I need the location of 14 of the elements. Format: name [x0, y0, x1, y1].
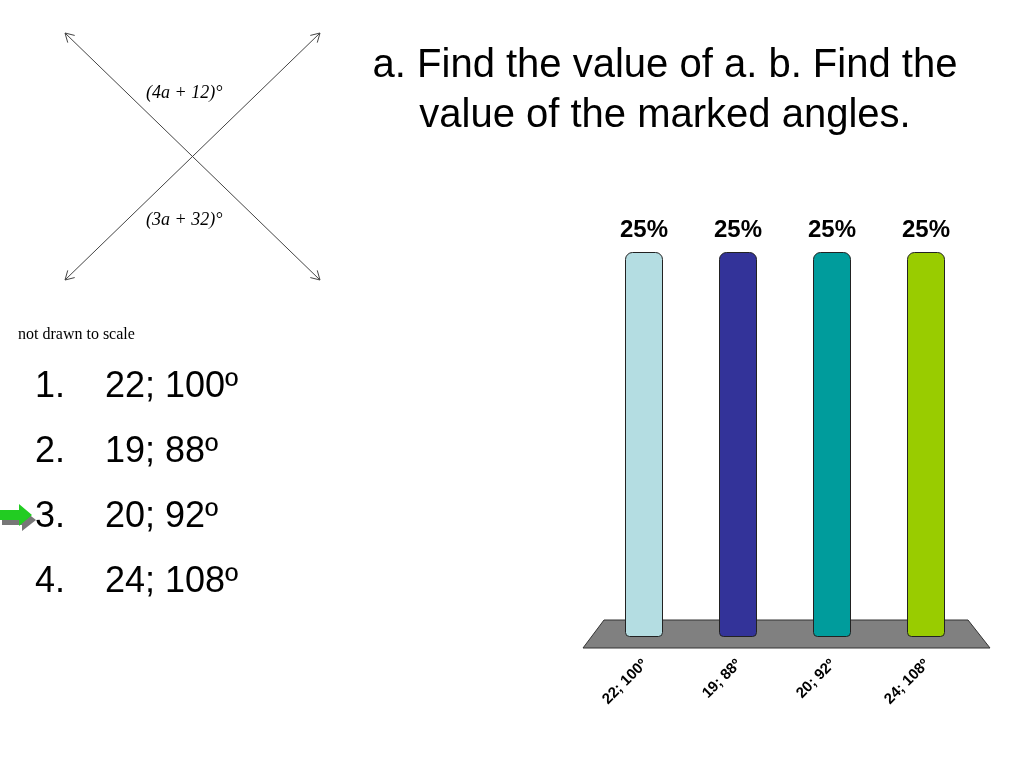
text: 3. 20; 92º [35, 493, 219, 537]
x-tick-label: 20; 92º [792, 654, 839, 701]
text: 2. 19; 88º [35, 428, 219, 472]
text: (3a + 32)° [146, 209, 223, 230]
data-label: 25% [807, 214, 857, 242]
chart-title: a. Find the value of a. b. Find the value of the marked angles. [371, 40, 959, 137]
x-tick-label: 19; 88º [698, 654, 745, 701]
data-label: 25% [713, 214, 763, 242]
text: (4a + 12)° [146, 82, 223, 103]
data-label: 25% [901, 214, 951, 242]
text: not drawn to scale [18, 325, 135, 343]
data-label: 25% [619, 214, 669, 242]
text: 1. 22; 100º [35, 363, 239, 407]
text: 4. 24; 108º [35, 558, 239, 602]
